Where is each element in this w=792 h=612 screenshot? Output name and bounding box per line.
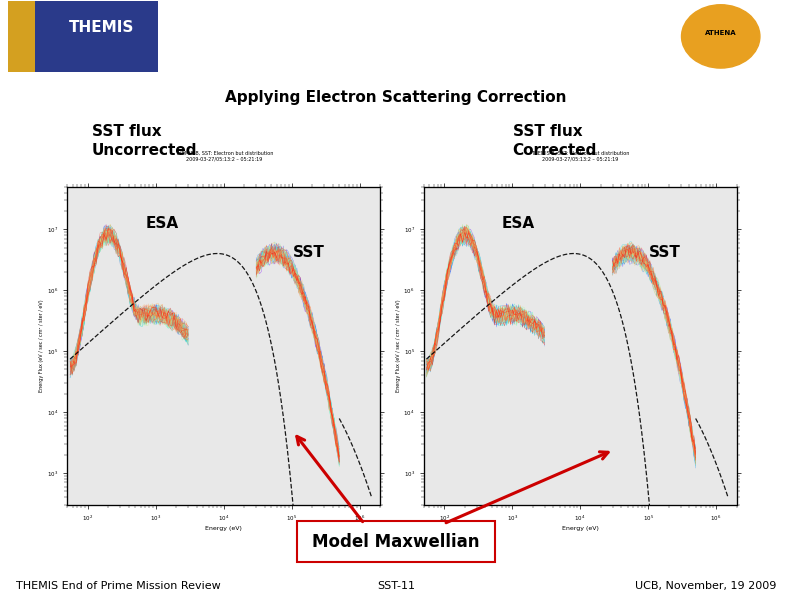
Text: ESA: ESA [146,216,179,231]
Text: SST-11: SST-11 [377,581,415,591]
Text: THEMIS-B, SST: Electron but distribution
2009-03-27/05:13:2 – 05:21:19: THEMIS-B, SST: Electron but distribution… [531,151,630,161]
Text: UCB, November, 19 2009: UCB, November, 19 2009 [634,581,776,591]
Y-axis label: Energy Flux (eV / sec / cm² / ster / eV): Energy Flux (eV / sec / cm² / ster / eV) [395,299,401,392]
Text: Applying Electron Scattering Correction: Applying Electron Scattering Correction [225,91,567,105]
Text: SST: SST [649,245,681,259]
Text: THEMIS End of Prime Mission Review: THEMIS End of Prime Mission Review [16,581,221,591]
Text: SST flux
Uncorrected: SST flux Uncorrected [92,124,197,157]
Y-axis label: Energy Flux (eV / sec / cm² / ster / eV): Energy Flux (eV / sec / cm² / ster / eV) [39,299,44,392]
FancyBboxPatch shape [35,1,158,72]
Text: THEMIS-B, SST: Electron but distribution
2009-03-27/05:13:2 – 05:21:19: THEMIS-B, SST: Electron but distribution… [174,151,273,161]
Circle shape [682,5,760,68]
Text: SST flux
Corrected: SST flux Corrected [512,124,597,157]
Text: SST: SST [292,245,325,259]
X-axis label: Energy (eV): Energy (eV) [205,526,242,531]
FancyBboxPatch shape [8,1,35,72]
Text: ESA: ESA [502,216,535,231]
Text: Model Maxwellian: Model Maxwellian [312,532,480,551]
Text: THEMIS: THEMIS [69,20,134,35]
X-axis label: Energy (eV): Energy (eV) [562,526,599,531]
Text: ATHENA: ATHENA [705,30,737,36]
FancyBboxPatch shape [297,521,495,562]
